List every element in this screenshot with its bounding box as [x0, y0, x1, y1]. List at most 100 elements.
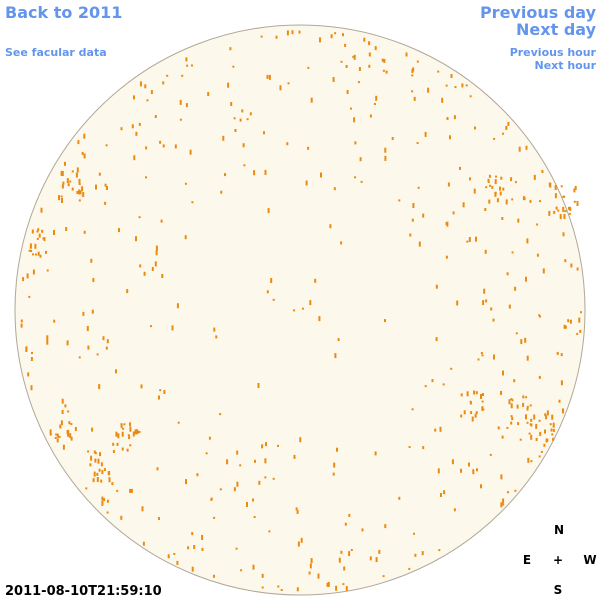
facula — [382, 69, 385, 72]
facula — [58, 195, 60, 201]
facula — [427, 87, 430, 93]
facula — [144, 84, 147, 89]
facula — [411, 408, 414, 411]
facula — [43, 237, 46, 242]
facula — [332, 472, 335, 476]
facula — [543, 443, 546, 447]
facula — [70, 423, 73, 426]
facula — [329, 224, 332, 229]
facula — [496, 198, 499, 203]
previous-hour-link[interactable]: Previous hour — [510, 46, 597, 59]
back-link[interactable]: Back to 2011 — [5, 3, 122, 22]
facula — [579, 329, 582, 333]
facula — [562, 232, 565, 237]
facula — [357, 81, 360, 84]
facula — [568, 212, 571, 215]
facula — [473, 188, 476, 194]
facula — [61, 171, 64, 176]
facula — [475, 391, 478, 395]
facula — [452, 211, 455, 215]
facula — [93, 450, 96, 454]
facula — [102, 336, 105, 341]
facula — [297, 541, 300, 547]
facula — [525, 276, 527, 282]
facula — [451, 459, 454, 465]
facula — [554, 185, 557, 190]
facula — [66, 430, 69, 434]
previous-day-link[interactable]: Previous day — [480, 3, 597, 22]
facula — [550, 428, 553, 432]
facula — [136, 429, 138, 435]
facula — [336, 447, 338, 452]
facula — [564, 325, 567, 329]
facula — [554, 193, 557, 199]
facula — [469, 177, 471, 181]
facula — [411, 218, 414, 222]
facula — [481, 400, 484, 403]
facula — [307, 66, 310, 69]
facula — [384, 147, 387, 153]
facula — [222, 135, 225, 141]
facula — [500, 474, 503, 480]
facula — [368, 52, 371, 57]
facula — [412, 203, 415, 208]
facula — [61, 398, 64, 404]
facula — [83, 153, 86, 159]
facula — [511, 399, 514, 402]
facula — [487, 181, 490, 183]
facula — [150, 325, 152, 328]
facula — [348, 513, 351, 517]
facula — [344, 522, 347, 526]
facula — [240, 569, 243, 572]
facula — [518, 146, 521, 152]
facula — [375, 95, 378, 101]
facula — [196, 473, 199, 477]
facula — [226, 459, 229, 465]
timestamp: 2011-08-10T21:59:10 — [5, 584, 162, 599]
facula — [133, 95, 135, 100]
facula — [405, 52, 408, 57]
facula — [475, 411, 478, 415]
facula — [580, 311, 582, 314]
facula — [126, 448, 129, 452]
facula — [384, 155, 387, 161]
facula — [179, 118, 182, 121]
facula — [38, 233, 41, 238]
facula — [517, 422, 520, 426]
next-day-link[interactable]: Next day — [516, 20, 597, 39]
facula — [257, 383, 260, 388]
facula — [519, 438, 522, 441]
facula — [142, 541, 145, 546]
facula — [374, 46, 377, 51]
facula — [502, 503, 505, 506]
facula — [556, 351, 559, 355]
facula — [106, 511, 109, 514]
facula — [544, 413, 547, 417]
facula — [56, 438, 59, 443]
facula — [155, 250, 158, 256]
facula — [307, 146, 310, 150]
facula — [567, 206, 570, 210]
next-hour-link[interactable]: Next hour — [535, 59, 597, 72]
facula — [201, 547, 204, 551]
facula — [468, 237, 471, 242]
facula — [191, 532, 194, 536]
facula — [98, 384, 101, 390]
facula — [533, 174, 536, 180]
facular-link[interactable]: See facular data — [5, 46, 107, 59]
facula — [530, 434, 533, 440]
facula — [548, 182, 551, 187]
facula — [416, 142, 419, 144]
facula — [92, 478, 95, 483]
compass-east: E — [523, 553, 531, 567]
facula — [39, 254, 42, 258]
facula — [70, 436, 73, 441]
facula — [358, 67, 361, 71]
facula — [344, 43, 347, 47]
facula — [207, 92, 210, 96]
facula — [105, 144, 108, 147]
facula — [32, 253, 34, 256]
facula — [141, 506, 144, 512]
facula — [30, 250, 33, 252]
facula — [85, 487, 88, 490]
